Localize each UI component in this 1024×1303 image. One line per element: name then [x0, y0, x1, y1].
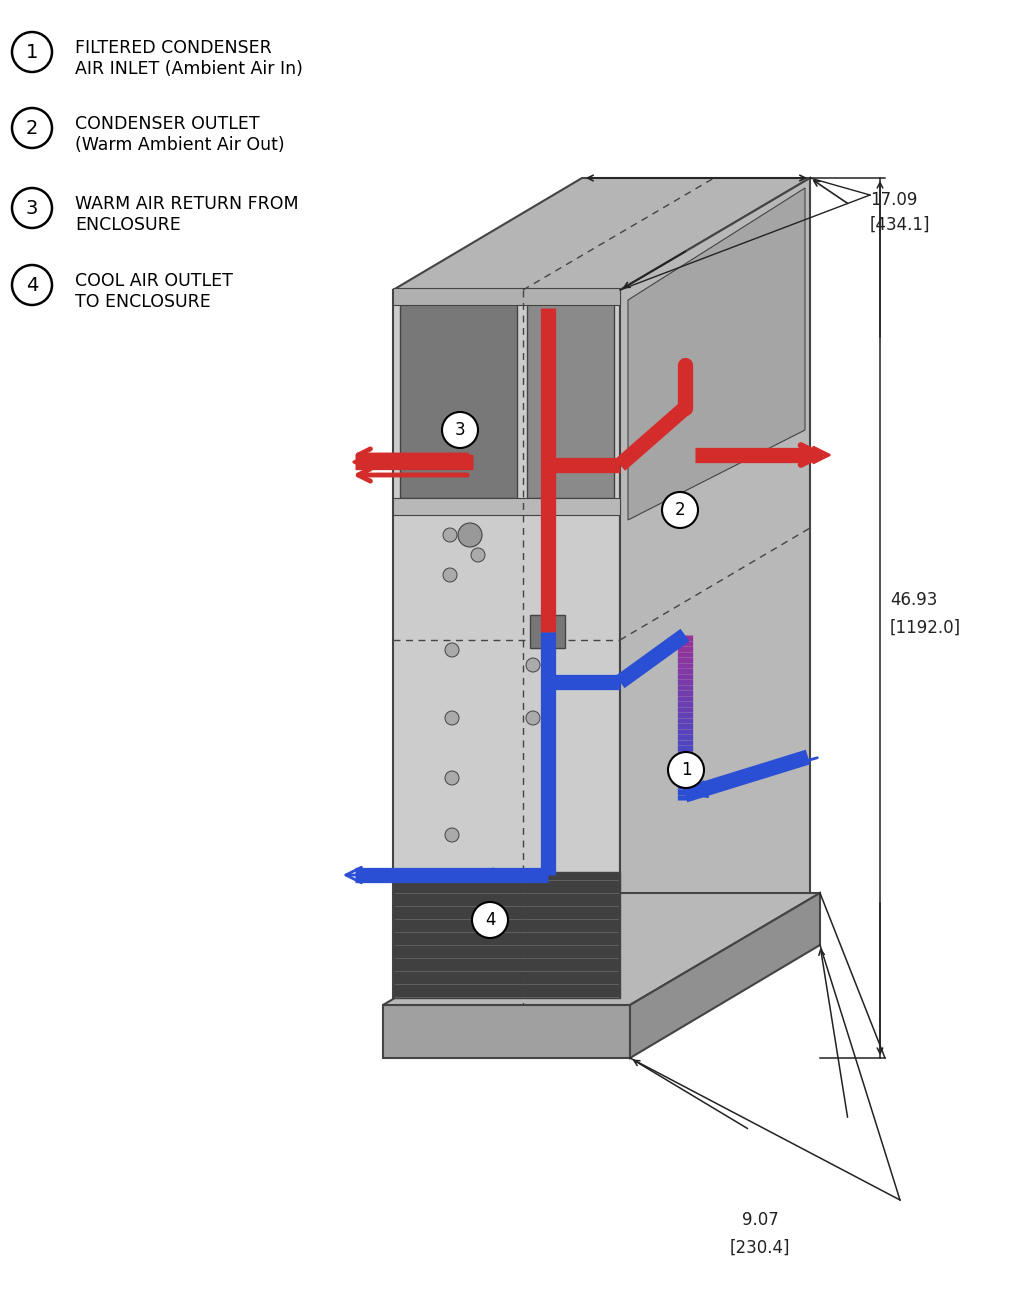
- Polygon shape: [393, 291, 620, 1005]
- Text: [230.4]: [230.4]: [730, 1239, 791, 1257]
- Circle shape: [445, 771, 459, 784]
- Text: TO ENCLOSURE: TO ENCLOSURE: [75, 293, 211, 311]
- Text: 9.07: 9.07: [741, 1210, 778, 1229]
- Text: FILTERED CONDENSER: FILTERED CONDENSER: [75, 39, 271, 57]
- Circle shape: [662, 493, 698, 528]
- Text: 2: 2: [26, 119, 38, 138]
- Circle shape: [445, 642, 459, 657]
- Text: AIR INLET (Ambient Air In): AIR INLET (Ambient Air In): [75, 60, 303, 78]
- Circle shape: [442, 412, 478, 448]
- Circle shape: [12, 265, 52, 305]
- Polygon shape: [393, 288, 620, 305]
- Text: 4: 4: [26, 275, 38, 294]
- Text: 4: 4: [484, 911, 496, 929]
- Text: 17.09: 17.09: [870, 192, 918, 208]
- Circle shape: [443, 528, 457, 542]
- Circle shape: [526, 711, 540, 724]
- Text: 1: 1: [26, 43, 38, 61]
- Circle shape: [443, 568, 457, 582]
- Text: 3: 3: [26, 198, 38, 218]
- Circle shape: [668, 752, 705, 788]
- Circle shape: [458, 523, 482, 547]
- Polygon shape: [393, 179, 810, 291]
- Circle shape: [471, 549, 485, 562]
- Polygon shape: [393, 498, 620, 515]
- Polygon shape: [530, 615, 565, 648]
- Text: 3: 3: [455, 421, 465, 439]
- Polygon shape: [527, 300, 614, 498]
- Polygon shape: [383, 893, 820, 1005]
- Polygon shape: [393, 872, 620, 998]
- Circle shape: [445, 711, 459, 724]
- Circle shape: [526, 658, 540, 672]
- Polygon shape: [620, 179, 810, 1005]
- Text: (Warm Ambient Air Out): (Warm Ambient Air Out): [75, 136, 285, 154]
- Text: WARM AIR RETURN FROM: WARM AIR RETURN FROM: [75, 195, 299, 212]
- Text: 46.93: 46.93: [890, 592, 937, 609]
- Text: ENCLOSURE: ENCLOSURE: [75, 216, 181, 235]
- Polygon shape: [628, 188, 805, 520]
- Circle shape: [472, 902, 508, 938]
- Polygon shape: [630, 893, 820, 1058]
- Circle shape: [445, 827, 459, 842]
- Circle shape: [12, 33, 52, 72]
- Polygon shape: [383, 1005, 630, 1058]
- Text: 1: 1: [681, 761, 691, 779]
- Circle shape: [12, 108, 52, 149]
- Text: CONDENSER OUTLET: CONDENSER OUTLET: [75, 115, 260, 133]
- Polygon shape: [400, 300, 517, 498]
- Text: [434.1]: [434.1]: [870, 216, 931, 235]
- Text: [1192.0]: [1192.0]: [890, 619, 962, 637]
- Circle shape: [12, 188, 52, 228]
- Text: 2: 2: [675, 500, 685, 519]
- Text: COOL AIR OUTLET: COOL AIR OUTLET: [75, 272, 232, 291]
